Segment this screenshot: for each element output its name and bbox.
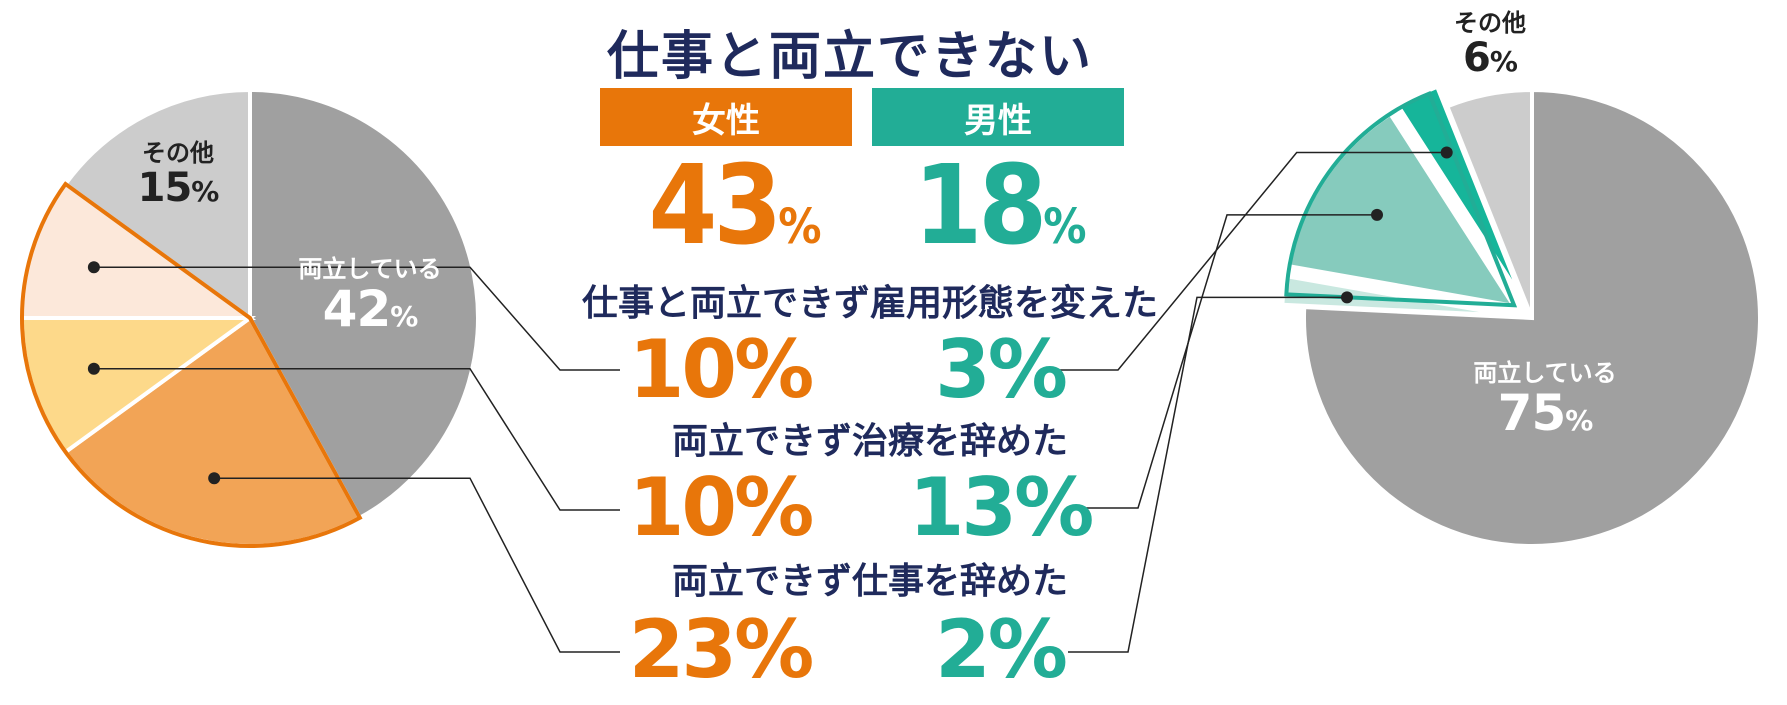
left-pie-other-label: その他 15%: [137, 139, 220, 212]
right-pie-other-label: その他 6%: [1454, 9, 1526, 82]
row-male-employment: 3%: [935, 323, 1068, 416]
leader-lines: [87, 146, 1453, 653]
female-pie-slice-0: [248, 87, 480, 521]
female-badge: 女性: [600, 88, 852, 146]
female-leader-line: [214, 477, 620, 653]
row-label-treatment: 両立できず治療を辞めた: [671, 421, 1068, 462]
male-pie: [1280, 84, 1762, 548]
right-pie-ryoritsu-label: 両立している 75%: [1473, 359, 1617, 443]
male-pie-slice-0: [1302, 87, 1762, 548]
male-highlight-outline: [1284, 90, 1518, 308]
row-female-employment: 10%: [628, 323, 814, 416]
male-leader-line: [1078, 214, 1378, 509]
male-leader-line: [1058, 151, 1447, 371]
female-highlight-outline: [20, 181, 363, 548]
female-leader-line: [93, 367, 620, 511]
left-pie-ryoritsu-label: 両立している 42%: [298, 255, 442, 339]
male-pie-slice-4: [1444, 87, 1534, 319]
row-label-employment: 仕事と両立できず雇用形態を変えた: [581, 283, 1158, 324]
row-female-quit-job: 23%: [628, 603, 814, 696]
row-male-quit-job: 2%: [935, 603, 1068, 696]
male-leader-line: [1068, 296, 1347, 653]
row-female-treatment: 10%: [628, 461, 814, 554]
chart-title: 仕事と両立できない: [606, 27, 1093, 87]
female-leader-line: [93, 266, 620, 371]
row-label-quit-job: 両立できず仕事を辞めた: [671, 561, 1068, 602]
female-pie-slice-4: [62, 87, 252, 322]
female-pie: [19, 87, 480, 548]
male-pie-slice-1: [1280, 273, 1511, 318]
male-badge: 男性: [872, 88, 1124, 146]
female-total: 43%: [648, 141, 822, 269]
row-male-treatment: 13%: [908, 461, 1094, 554]
male-total: 18%: [913, 141, 1087, 269]
